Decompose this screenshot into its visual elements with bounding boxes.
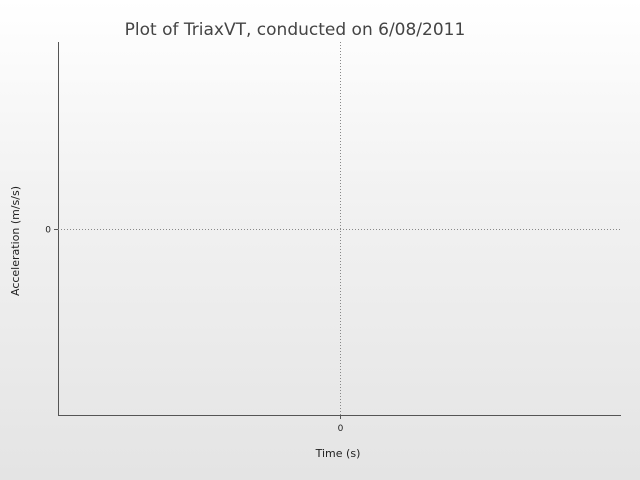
chart-title: Plot of TriaxVT, conducted on 6/08/2011 [125,20,466,40]
y-axis-label: Acceleration (m/s/s) [9,186,22,296]
y-tick-label: 0 [45,226,51,236]
x-ticks-group: 0 [338,415,344,434]
x-axis-label: Time (s) [315,447,361,460]
x-tick-label: 0 [338,424,344,434]
zero-lines-group [58,42,621,415]
y-ticks-group: 0 [45,226,58,236]
